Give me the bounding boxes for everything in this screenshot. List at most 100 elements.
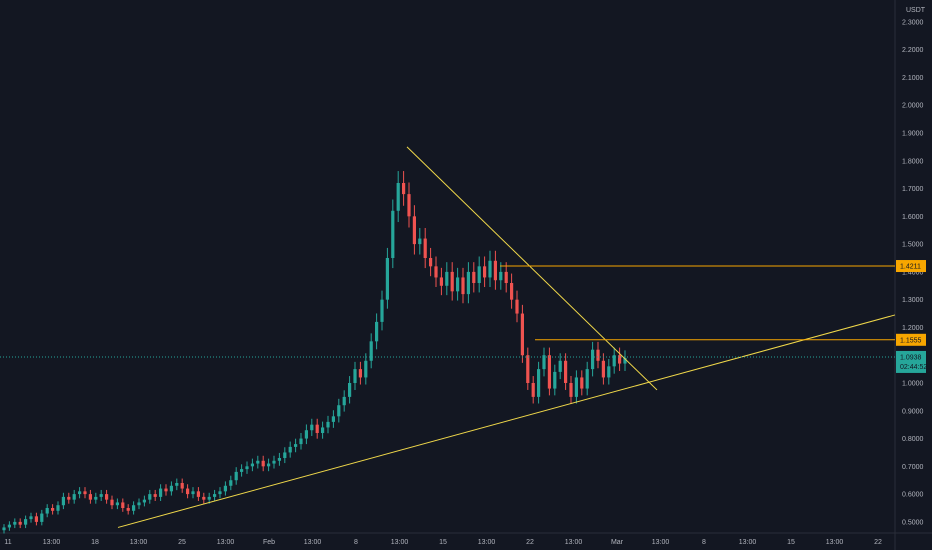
candle bbox=[348, 383, 352, 397]
candle bbox=[369, 341, 373, 361]
candle bbox=[283, 452, 287, 458]
y-tick-label: 1.5000 bbox=[902, 242, 924, 249]
level-badge bbox=[896, 333, 926, 346]
candle bbox=[564, 360, 568, 383]
candle bbox=[169, 485, 173, 492]
candle bbox=[267, 463, 271, 467]
candle bbox=[56, 505, 60, 511]
y-tick-label: 1.3000 bbox=[902, 297, 924, 304]
y-tick-label: 1.7000 bbox=[902, 186, 924, 193]
x-tick-label: 25 bbox=[178, 539, 186, 546]
x-tick-label: 15 bbox=[787, 539, 795, 546]
candle bbox=[61, 496, 65, 506]
candle bbox=[45, 508, 49, 514]
candle bbox=[51, 508, 55, 511]
x-tick-label: 13:00 bbox=[565, 539, 583, 546]
candle bbox=[142, 499, 146, 503]
candle bbox=[456, 277, 460, 292]
candle bbox=[321, 427, 325, 433]
x-tick-label: 8 bbox=[702, 539, 706, 546]
level-badge-label: 1.1555 bbox=[900, 337, 922, 344]
x-tick-label: 13:00 bbox=[739, 539, 757, 546]
x-tick-label: 13:00 bbox=[826, 539, 844, 546]
candle bbox=[18, 521, 22, 525]
level-badge-label: 1.4211 bbox=[900, 264, 921, 271]
candle bbox=[191, 491, 195, 495]
candle bbox=[596, 349, 600, 361]
x-tick-label: 15 bbox=[439, 539, 447, 546]
candle bbox=[126, 508, 130, 511]
candle bbox=[618, 355, 622, 364]
candle bbox=[245, 466, 249, 470]
candle bbox=[240, 469, 244, 472]
y-tick-label: 2.0000 bbox=[902, 103, 924, 110]
candle bbox=[310, 424, 314, 431]
candle bbox=[537, 369, 541, 397]
x-tick-label: 11 bbox=[4, 539, 11, 546]
y-tick-label: 0.7000 bbox=[902, 464, 924, 471]
y-tick-label: 1.4000 bbox=[902, 269, 924, 276]
y-tick-label: 1.2000 bbox=[902, 325, 924, 332]
candle bbox=[2, 527, 6, 531]
candle bbox=[542, 355, 546, 370]
candle bbox=[499, 271, 503, 281]
candle bbox=[391, 210, 395, 258]
candle bbox=[78, 491, 82, 495]
candle bbox=[164, 488, 168, 492]
candle bbox=[418, 238, 422, 245]
candle bbox=[472, 271, 476, 283]
candle bbox=[202, 496, 206, 500]
candle bbox=[515, 299, 519, 314]
y-tick-label: 2.1000 bbox=[902, 75, 924, 82]
candle bbox=[558, 360, 562, 372]
candle bbox=[407, 194, 411, 217]
candle bbox=[569, 383, 573, 397]
candle bbox=[375, 321, 379, 342]
candle bbox=[580, 377, 584, 389]
candle bbox=[315, 424, 319, 433]
candle bbox=[601, 360, 605, 378]
x-tick-label: 13:00 bbox=[217, 539, 235, 546]
candle bbox=[180, 483, 184, 489]
candle bbox=[223, 485, 227, 492]
candle bbox=[234, 471, 238, 481]
candle bbox=[488, 260, 492, 278]
x-tick-label: Mar bbox=[611, 539, 624, 546]
candle bbox=[304, 430, 308, 439]
candle bbox=[110, 499, 114, 506]
candle bbox=[83, 491, 87, 495]
candle bbox=[504, 271, 508, 283]
candle bbox=[520, 313, 524, 356]
candle bbox=[531, 383, 535, 397]
candle bbox=[213, 494, 217, 497]
candle bbox=[337, 405, 341, 417]
candle bbox=[493, 260, 497, 281]
y-tick-label: 1.6000 bbox=[902, 214, 924, 221]
candle bbox=[423, 238, 427, 258]
y-tick-label: 0.9000 bbox=[902, 408, 924, 415]
candle bbox=[218, 491, 222, 495]
candle bbox=[277, 458, 281, 461]
candle bbox=[445, 271, 449, 286]
candle bbox=[342, 396, 346, 406]
candle bbox=[29, 516, 33, 520]
level-badge bbox=[896, 260, 926, 273]
y-tick-label: 2.2000 bbox=[902, 47, 924, 54]
y-tick-label: 0.6000 bbox=[902, 492, 924, 499]
x-tick-label: Feb bbox=[263, 539, 275, 546]
candle bbox=[294, 444, 298, 447]
candle bbox=[612, 355, 616, 367]
candle bbox=[450, 271, 454, 292]
x-tick-label: 13:00 bbox=[130, 539, 148, 546]
x-tick-label: 13:00 bbox=[391, 539, 409, 546]
candle bbox=[288, 446, 292, 453]
y-tick-label: 1.0000 bbox=[902, 381, 924, 388]
candle bbox=[439, 277, 443, 286]
y-tick-label: 2.3000 bbox=[902, 19, 924, 26]
candle bbox=[72, 494, 76, 500]
candle bbox=[526, 355, 530, 383]
candle bbox=[510, 283, 514, 300]
countdown-label: 02:44:52 bbox=[900, 364, 927, 371]
